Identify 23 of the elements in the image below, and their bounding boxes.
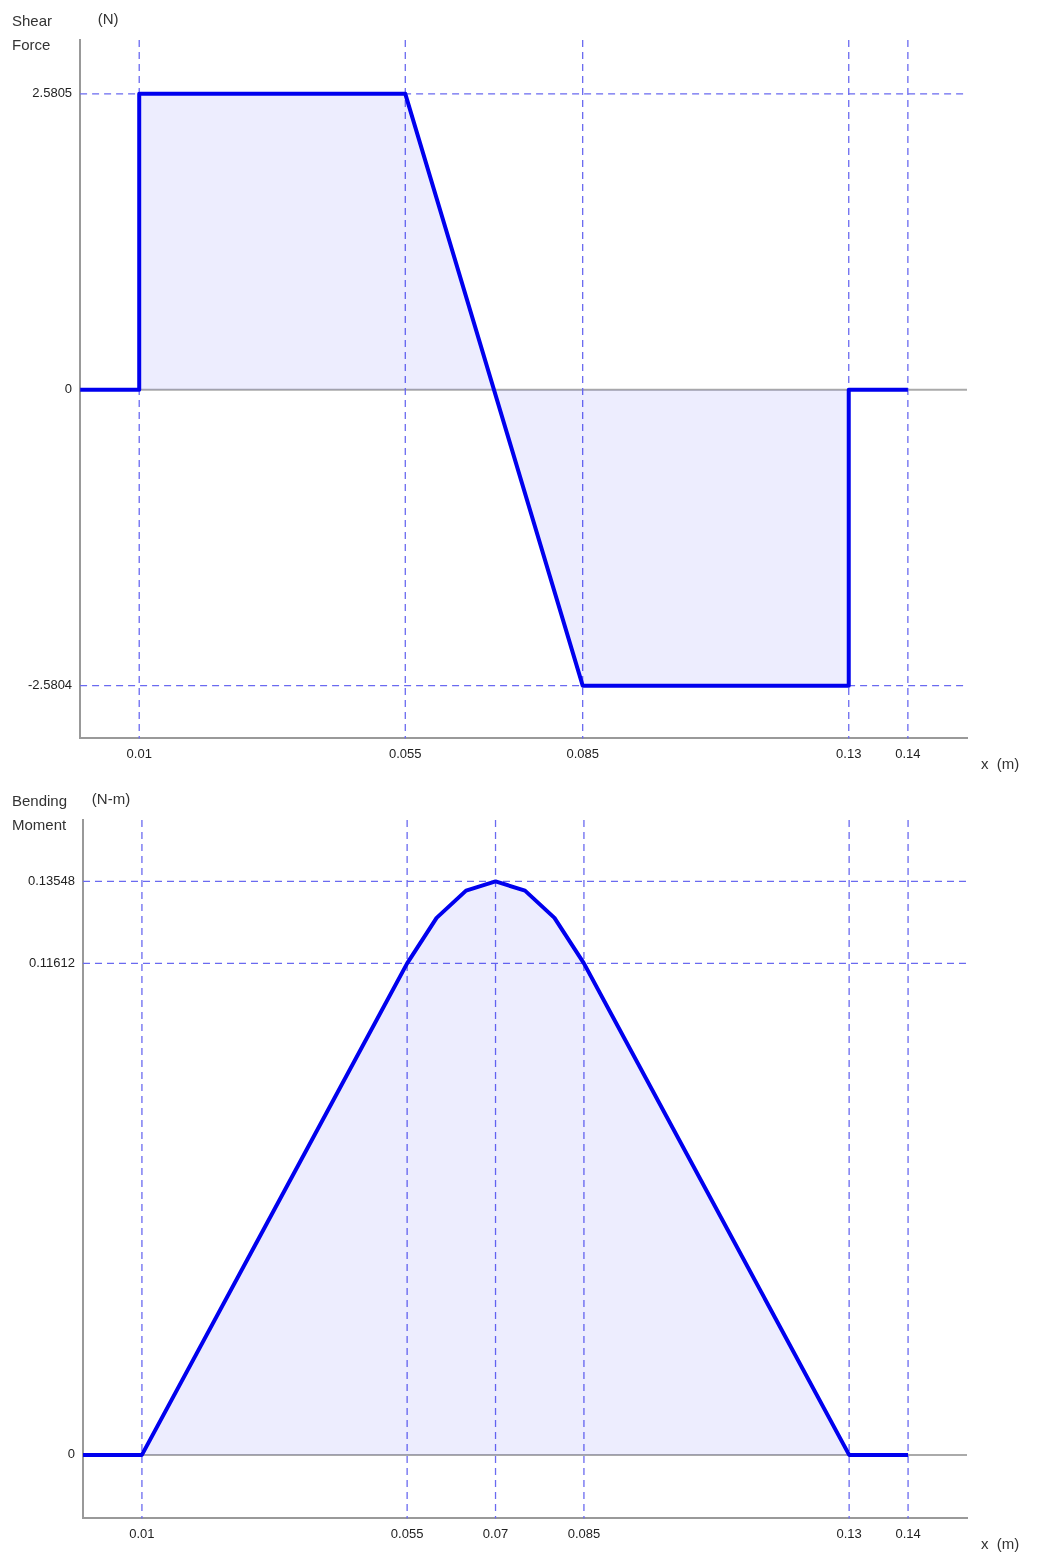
y-tick-label: 0.11612 <box>28 954 75 970</box>
x-tick-label: 0.085 <box>566 745 599 761</box>
x-tick-label: 0.055 <box>390 1525 424 1541</box>
x-tick-label: 0.055 <box>389 745 422 761</box>
y-axis-title: Shear Force <box>12 11 53 53</box>
x-tick-label: 0.07 <box>482 1525 509 1541</box>
y-axis-title: Bending Moment <box>12 791 68 833</box>
y-tick-label: -2.5804 <box>28 677 73 693</box>
x-tick-label: 0.14 <box>895 745 921 761</box>
y-tick-label: 0 <box>67 1446 75 1462</box>
text: (N-m) <box>91 789 131 807</box>
x-axis-title: x (m) <box>981 1534 1020 1552</box>
x-tick-label: 0.01 <box>129 1525 155 1541</box>
x-tick-label: 0.14 <box>895 1525 921 1541</box>
x-axis-title: x (m) <box>981 754 1020 772</box>
x-tick-label: 0.13 <box>836 1525 862 1541</box>
y-tick-label: 0 <box>64 381 73 397</box>
x-tick-label: 0.13 <box>836 745 862 761</box>
text: (N) <box>97 9 119 27</box>
x-tick-label: 0.01 <box>126 745 152 761</box>
y-tick-label: 0.13548 <box>27 873 75 889</box>
y-tick-label: 2.5805 <box>32 85 73 101</box>
x-tick-label: 0.085 <box>567 1525 601 1541</box>
